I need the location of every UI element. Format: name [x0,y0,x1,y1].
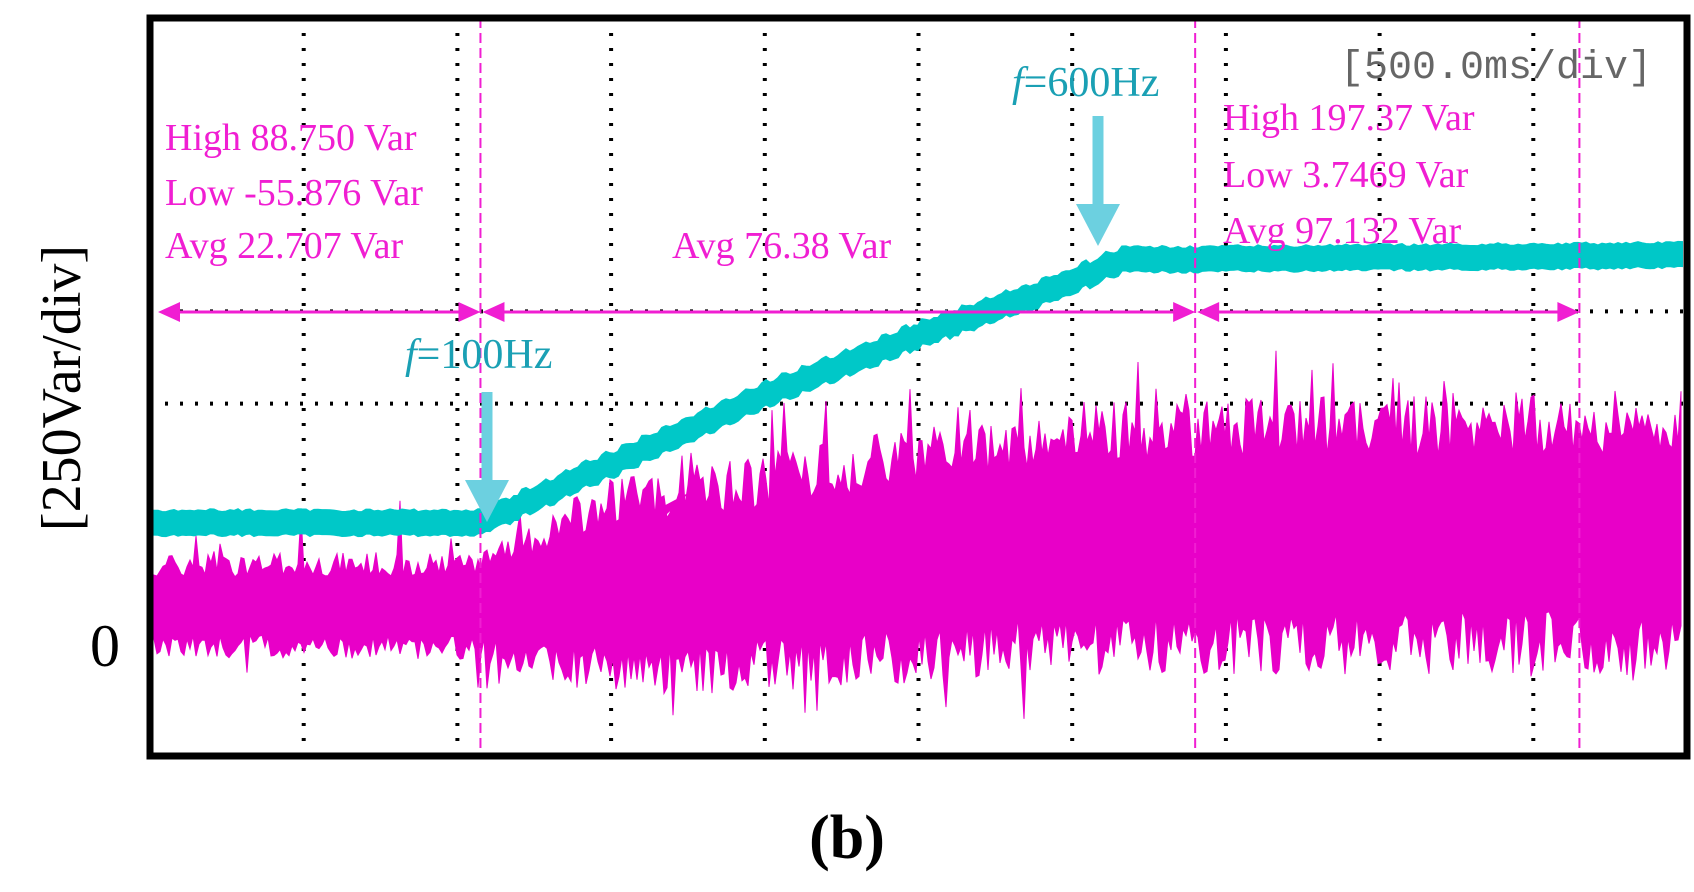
magenta-pointer-arrow [622,492,690,540]
seg1-low: Low -55.876 Var [165,172,423,214]
freq-label-100hz: f=100Hz [405,332,552,378]
timebase-label: [500.0ms/div] [1340,46,1652,91]
segment-markers [479,18,1581,756]
y-axis-label: [250Var/div] [31,245,93,531]
magenta-pointer-shaft [573,527,642,578]
segment-arrow-2-head-left [482,302,505,322]
segment-arrow-3-head-right [1557,302,1580,322]
seg3-avg: Avg 97.132 Var [1223,210,1462,252]
seg1-avg: Avg 22.707 Var [165,225,404,267]
cyan-arrow-100hz-head [465,480,509,522]
segment-arrow-1-head-left [158,302,180,322]
seg2-avg: Avg 76.38 Var [672,225,892,267]
segment-arrow-3-head-left [1197,302,1220,322]
seg3-low: Low 3.7469 Var [1223,154,1469,196]
cyan-arrow-600hz-head [1076,204,1120,246]
segment-arrow-1-head-right [458,302,481,322]
segment-arrow-2-head-right [1173,302,1196,322]
seg1-high: High 88.750 Var [165,117,417,159]
y-zero-label: 0 [90,613,120,679]
magenta-trace [153,350,1682,719]
seg3-high: High 197.37 Var [1223,97,1475,139]
arrows [158,116,1580,522]
scope-frame [146,14,1691,760]
cyan-trace [153,240,1683,538]
freq-label-600hz: f=600Hz [1012,60,1159,106]
panel-label: (b) [809,804,885,872]
traces [153,240,1683,719]
